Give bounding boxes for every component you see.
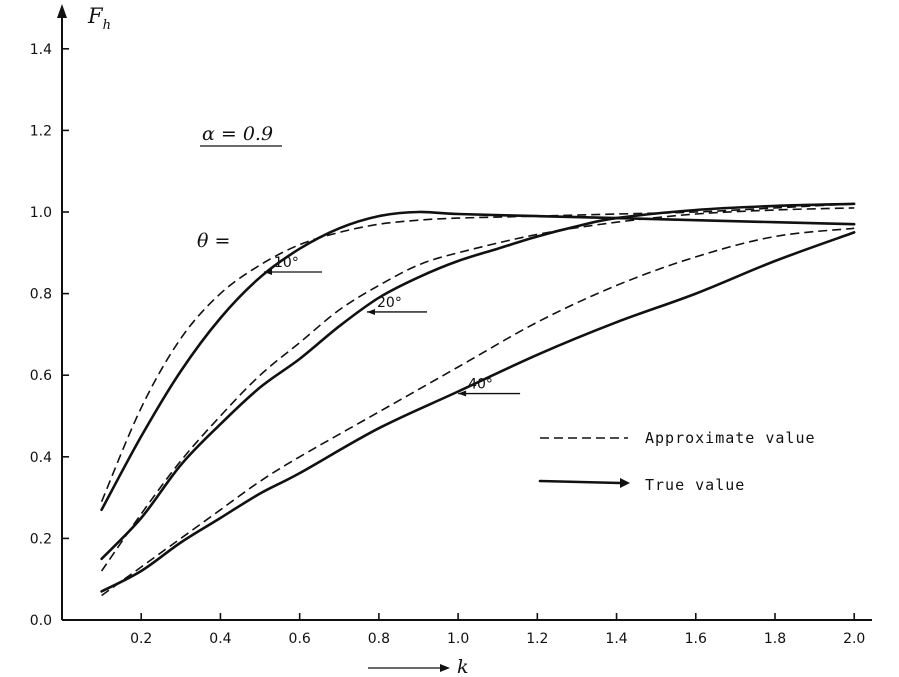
x-axis-label-group: k bbox=[368, 656, 469, 677]
y-axis-arrow-icon bbox=[57, 4, 67, 18]
curve-approx-theta-40 bbox=[101, 227, 855, 597]
x-tick-label: 0.8 bbox=[368, 631, 390, 647]
curve-label-leaders bbox=[264, 268, 521, 397]
y-axis-label: Fh bbox=[87, 4, 111, 33]
x-tick-label: 0.6 bbox=[289, 631, 311, 647]
legend: Approximate value True value bbox=[538, 429, 816, 494]
y-tick-label: 0.0 bbox=[30, 613, 52, 629]
y-tick-label: 0.8 bbox=[30, 287, 52, 303]
y-tick-label: 0.6 bbox=[30, 368, 52, 384]
x-tick-label: 2.0 bbox=[843, 631, 865, 647]
curve-true-theta-20 bbox=[100, 202, 856, 561]
y-ticks: 0.0 0.2 0.4 0.6 0.8 1.0 1.2 1.4 bbox=[30, 42, 69, 629]
alpha-annotation: α = 0.9 bbox=[200, 123, 282, 147]
legend-true-swatch bbox=[538, 479, 622, 485]
curve-label-arrow-icon bbox=[264, 268, 273, 275]
curve-label-theta-20: 20° bbox=[377, 295, 402, 311]
alpha-annotation-text: α = 0.9 bbox=[202, 123, 273, 145]
y-tick-label: 1.4 bbox=[30, 42, 52, 58]
x-tick-label: 0.4 bbox=[209, 631, 231, 647]
curve-label-arrow-icon bbox=[458, 390, 467, 397]
legend-true-label: True value bbox=[645, 476, 745, 494]
series-curves bbox=[100, 202, 856, 597]
x-ticks: 0.2 0.4 0.6 0.8 1.0 1.2 1.4 1.6 1.8 2.0 bbox=[130, 613, 865, 647]
curve-label-arrow-icon bbox=[367, 308, 376, 315]
y-tick-label: 1.0 bbox=[30, 205, 52, 221]
curve-label-theta-10: 10° bbox=[274, 255, 299, 271]
y-axis-label-subscript: h bbox=[103, 18, 111, 33]
y-tick-label: 0.4 bbox=[30, 450, 52, 466]
x-tick-label: 0.2 bbox=[130, 631, 152, 647]
y-axis-label-main: F bbox=[87, 4, 104, 28]
x-axis-label: k bbox=[457, 656, 469, 677]
legend-true-arrow-icon bbox=[620, 478, 630, 488]
x-tick-label: 1.2 bbox=[526, 631, 548, 647]
x-axis-label-arrow-icon bbox=[440, 664, 450, 672]
x-tick-label: 1.6 bbox=[685, 631, 707, 647]
curve-label-theta-40: 40° bbox=[468, 377, 493, 393]
x-tick-label: 1.4 bbox=[605, 631, 627, 647]
curve-true-theta-40 bbox=[100, 231, 856, 593]
x-tick-label: 1.0 bbox=[447, 631, 469, 647]
curve-true-theta-10 bbox=[100, 210, 856, 512]
curve-labels: 10° 20° 40° bbox=[274, 255, 493, 393]
legend-approx-label: Approximate value bbox=[645, 429, 816, 447]
curve-approx-theta-20 bbox=[100, 207, 855, 572]
y-tick-label: 1.2 bbox=[30, 123, 52, 139]
theta-annotation: θ = bbox=[197, 230, 230, 252]
x-tick-label: 1.8 bbox=[764, 631, 786, 647]
y-tick-label: 0.2 bbox=[30, 531, 52, 547]
plot-area: 0.2 0.4 0.6 0.8 1.0 1.2 1.4 1.6 1.8 2.0 0.0 0.2 0.4… bbox=[30, 4, 872, 677]
